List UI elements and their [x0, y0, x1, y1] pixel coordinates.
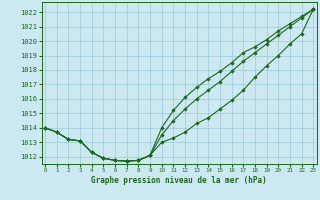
- X-axis label: Graphe pression niveau de la mer (hPa): Graphe pression niveau de la mer (hPa): [91, 176, 267, 185]
